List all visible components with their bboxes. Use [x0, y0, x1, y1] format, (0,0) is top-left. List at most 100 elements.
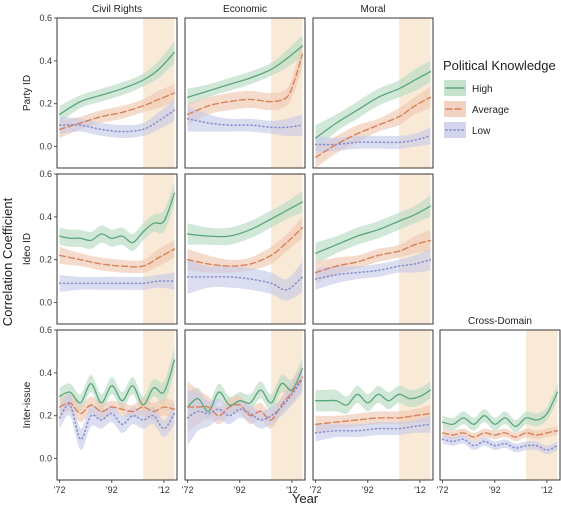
confidence-band-high — [315, 381, 431, 414]
y-tick-label: 0.6 — [39, 325, 52, 335]
y-tick-label: 0.6 — [39, 169, 52, 179]
series-line-high — [441, 391, 559, 428]
series-line-low — [314, 423, 432, 434]
panel-border — [56, 17, 178, 169]
series-line-low — [186, 275, 304, 291]
series-line-average — [58, 248, 176, 268]
confidence-band-high — [315, 195, 431, 264]
y-tick-label: 0.4 — [39, 368, 52, 378]
x-tick-label: '12 — [158, 485, 170, 495]
series-line-average — [58, 92, 176, 131]
series-line-high — [58, 192, 176, 244]
x-tick-label: '92 — [234, 485, 246, 495]
strip-labels-layer: Civil Rights Economic Moral Cross-Domain — [92, 4, 532, 327]
panel-border — [56, 173, 178, 325]
series-line-low — [314, 135, 432, 146]
x-tick-label: '92 — [106, 485, 118, 495]
legend-item-low: Low — [444, 122, 491, 138]
panel-r1-c0 — [56, 173, 178, 325]
confidence-band-low — [59, 272, 175, 292]
series-line-average — [441, 430, 559, 438]
legend: Political Knowledge High Average Low — [443, 58, 556, 138]
y-tick-label: 0.0 — [39, 298, 52, 308]
confidence-band-high — [59, 347, 175, 414]
panel-r0-c0 — [56, 17, 178, 169]
series-line-average — [314, 412, 432, 425]
y-tick-label: 0.4 — [39, 212, 52, 222]
x-tick-label: '72 — [182, 485, 194, 495]
panel-r2-c0 — [56, 329, 178, 481]
series-line-low — [58, 109, 176, 133]
panel-r2-c2 — [312, 329, 434, 481]
confidence-band-average — [187, 216, 303, 273]
series-line-low — [186, 378, 304, 421]
panel-border — [312, 329, 434, 481]
series-line-average — [314, 239, 432, 274]
panel-r0-c2 — [312, 17, 434, 169]
row-label: Party ID — [22, 75, 33, 111]
panel-r1-c2 — [312, 173, 434, 325]
panel-border — [184, 173, 306, 325]
panel-border — [439, 329, 561, 481]
confidence-band-high — [59, 41, 175, 123]
row-label: Inter-issue — [22, 381, 33, 428]
panel-r0-c1 — [184, 17, 306, 169]
panel-r1-c1 — [184, 173, 306, 325]
row-label: Ideo ID — [22, 233, 33, 265]
column-label: Moral — [360, 4, 385, 15]
panel-border — [56, 329, 178, 481]
confidence-band-high — [315, 60, 431, 151]
legend-label: Low — [472, 126, 491, 137]
x-tick-label: '12 — [541, 485, 553, 495]
confidence-band-low — [187, 105, 303, 137]
series-line-high — [58, 359, 176, 406]
series-line-high — [186, 201, 304, 238]
x-tick-label: '72 — [54, 485, 66, 495]
y-axis-title: Correlation Coefficient — [0, 197, 15, 326]
panels-layer — [56, 17, 561, 481]
series-line-low — [441, 438, 559, 451]
legend-item-average: Average — [444, 101, 510, 117]
y-tick-label: 0.2 — [39, 411, 52, 421]
y-tick-label: 0.2 — [39, 99, 52, 109]
series-line-high — [314, 205, 432, 254]
series-line-high — [314, 70, 432, 139]
panel-r2-c3 — [439, 329, 561, 481]
x-tick-label: '92 — [489, 485, 501, 495]
confidence-band-low — [59, 99, 175, 138]
series-line-average — [58, 402, 176, 415]
confidence-band-low — [315, 249, 431, 290]
column-label: Civil Rights — [92, 4, 142, 15]
legend-label: Average — [472, 105, 510, 116]
panel-border — [184, 17, 306, 169]
series-line-average — [186, 53, 304, 116]
x-tick-label: '72 — [310, 485, 322, 495]
confidence-band-low — [59, 393, 175, 451]
series-line-high — [186, 45, 304, 98]
y-tick-label: 0.0 — [39, 142, 52, 152]
confidence-band-low — [187, 366, 303, 446]
axes-layer: Party ID 0.0 0.2 0.4 0.6 Ideo ID 0.0 0.2 0.4 0.6 I… — [22, 13, 553, 495]
y-tick-label: 0.4 — [39, 56, 52, 66]
series-line-high — [314, 389, 432, 406]
confidence-band-high — [442, 383, 558, 433]
confidence-band-low — [442, 434, 558, 455]
column-label: Economic — [223, 4, 267, 15]
x-tick-label: '92 — [362, 485, 374, 495]
confidence-band-high — [59, 182, 175, 252]
legend-label: High — [472, 84, 493, 95]
panel-r2-c1 — [184, 329, 306, 481]
series-line-average — [186, 226, 304, 267]
panel-border — [312, 173, 434, 325]
y-tick-label: 0.6 — [39, 13, 52, 23]
series-line-high — [186, 367, 304, 413]
x-axis-title: Year — [292, 491, 319, 506]
x-tick-label: '12 — [414, 485, 426, 495]
series-line-low — [186, 117, 304, 129]
confidence-band-high — [187, 357, 303, 421]
series-line-low — [314, 258, 432, 280]
series-line-low — [58, 280, 176, 285]
series-line-high — [58, 51, 176, 116]
legend-title: Political Knowledge — [443, 58, 556, 73]
